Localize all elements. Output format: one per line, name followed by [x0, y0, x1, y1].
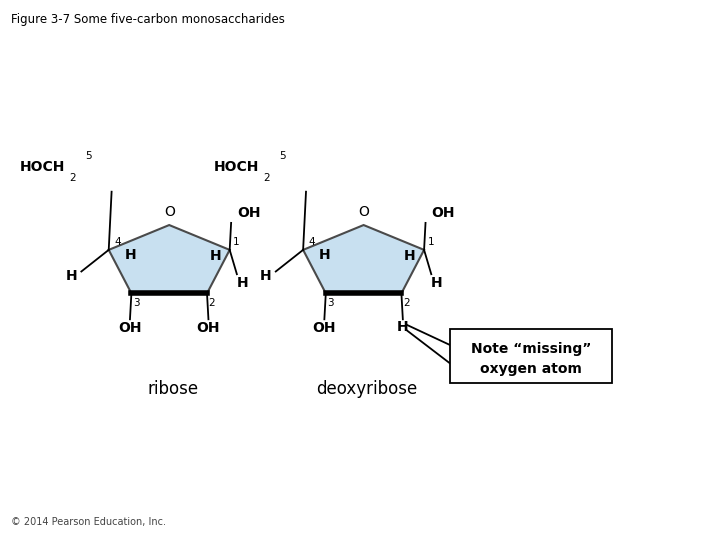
Text: deoxyribose: deoxyribose: [317, 380, 418, 398]
Text: HOCH: HOCH: [19, 160, 65, 174]
Text: H: H: [125, 248, 136, 262]
Text: oxygen atom: oxygen atom: [480, 362, 582, 375]
Text: H: H: [260, 269, 271, 283]
Text: 3: 3: [327, 298, 334, 308]
Text: O: O: [163, 205, 175, 219]
Text: OH: OH: [312, 321, 336, 335]
Text: O: O: [358, 205, 369, 219]
Text: 2: 2: [403, 298, 410, 308]
Text: H: H: [237, 276, 248, 291]
Text: 5: 5: [85, 151, 92, 160]
Text: OH: OH: [237, 206, 261, 220]
Polygon shape: [109, 225, 230, 293]
Text: H: H: [431, 276, 443, 291]
Polygon shape: [303, 225, 424, 293]
Text: © 2014 Pearson Education, Inc.: © 2014 Pearson Education, Inc.: [11, 516, 166, 526]
Text: 4: 4: [114, 237, 121, 247]
Text: 5: 5: [279, 151, 287, 160]
Text: Note “missing”: Note “missing”: [471, 342, 591, 356]
FancyBboxPatch shape: [450, 329, 612, 383]
Text: OH: OH: [197, 321, 220, 335]
Text: 1: 1: [428, 237, 434, 247]
Text: H: H: [397, 320, 409, 334]
Text: 2: 2: [69, 173, 76, 183]
Text: H: H: [404, 249, 415, 264]
Text: OH: OH: [431, 206, 455, 220]
Text: 1: 1: [233, 237, 240, 247]
Text: Figure 3-7 Some five-carbon monosaccharides: Figure 3-7 Some five-carbon monosacchari…: [11, 14, 284, 26]
Text: ribose: ribose: [147, 380, 199, 398]
Text: OH: OH: [118, 321, 142, 335]
Text: 3: 3: [133, 298, 140, 308]
Text: H: H: [66, 269, 77, 283]
Text: 4: 4: [309, 237, 315, 247]
Text: H: H: [319, 248, 330, 262]
Text: HOCH: HOCH: [214, 160, 259, 174]
Text: H: H: [210, 249, 221, 264]
Text: 2: 2: [209, 298, 215, 308]
Text: 2: 2: [264, 173, 270, 183]
